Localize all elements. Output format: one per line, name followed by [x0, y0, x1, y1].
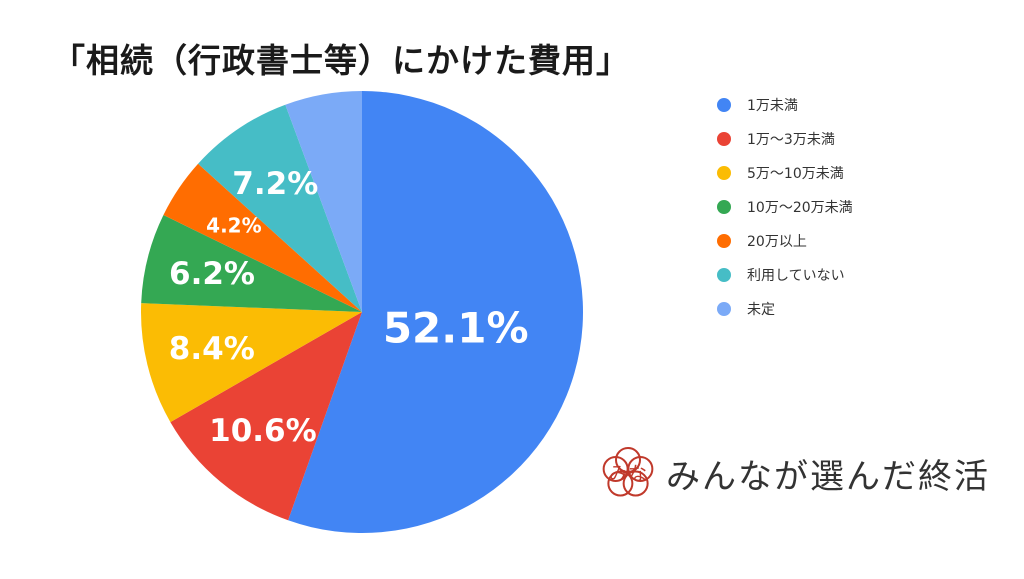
slice-label: 6.2% — [169, 256, 255, 292]
legend-item: 5万〜10万未満 — [717, 156, 853, 190]
legend-swatch — [717, 166, 731, 180]
slice-label: 52.1% — [383, 304, 529, 353]
legend-swatch — [717, 200, 731, 214]
brand-logo-icon: みな — [602, 447, 654, 497]
brand: みな みんなが選んだ終活 — [598, 443, 990, 503]
legend-label: 1万未満 — [747, 98, 798, 114]
pie-slice — [163, 163, 362, 312]
legend-label: 1万〜3万未満 — [747, 132, 835, 148]
slice-label: 4.2% — [206, 213, 261, 237]
pie-slice — [285, 91, 362, 312]
pie-slice — [141, 303, 362, 423]
legend-label: 10万〜20万未満 — [747, 200, 853, 216]
legend-label: 20万以上 — [747, 234, 807, 250]
slice-label: 7.2% — [232, 166, 318, 202]
legend-label: 5万〜10万未満 — [747, 166, 844, 182]
legend-label: 未定 — [747, 302, 775, 318]
legend-swatch — [717, 132, 731, 146]
legend-swatch — [717, 302, 731, 316]
legend-swatch — [717, 268, 731, 282]
pie-slice — [170, 312, 362, 521]
slice-label: 8.4% — [169, 331, 255, 367]
pie-slice — [198, 104, 362, 312]
legend-item: 20万以上 — [717, 224, 853, 258]
slice-label: 10.6% — [209, 413, 317, 449]
legend-item: 利用していない — [717, 258, 853, 292]
legend-item: 1万未満 — [717, 88, 853, 122]
legend-swatch — [717, 98, 731, 112]
chart-title: 「相続（行政書士等）にかけた費用」 — [52, 41, 630, 80]
chart-legend: 1万未満 1万〜3万未満 5万〜10万未満 10万〜20万未満 20万以上利用していない… — [717, 88, 853, 326]
legend-label: 利用していない — [747, 268, 845, 284]
legend-swatch — [717, 234, 731, 248]
legend-item: 未定 — [717, 292, 853, 326]
pie-slices — [141, 91, 584, 533]
legend-item: 10万〜20万未満 — [717, 190, 853, 224]
brand-name: みんなが選んだ終活 — [666, 456, 990, 497]
pie-slice — [141, 214, 362, 312]
legend-item: 1万〜3万未満 — [717, 122, 853, 156]
brand-logo-text: みな — [609, 463, 647, 485]
pie-slice — [288, 91, 584, 533]
pie-labels: 52.1% 10.6% 8.4% 6.2% 4.2% 7.2% — [169, 166, 529, 449]
